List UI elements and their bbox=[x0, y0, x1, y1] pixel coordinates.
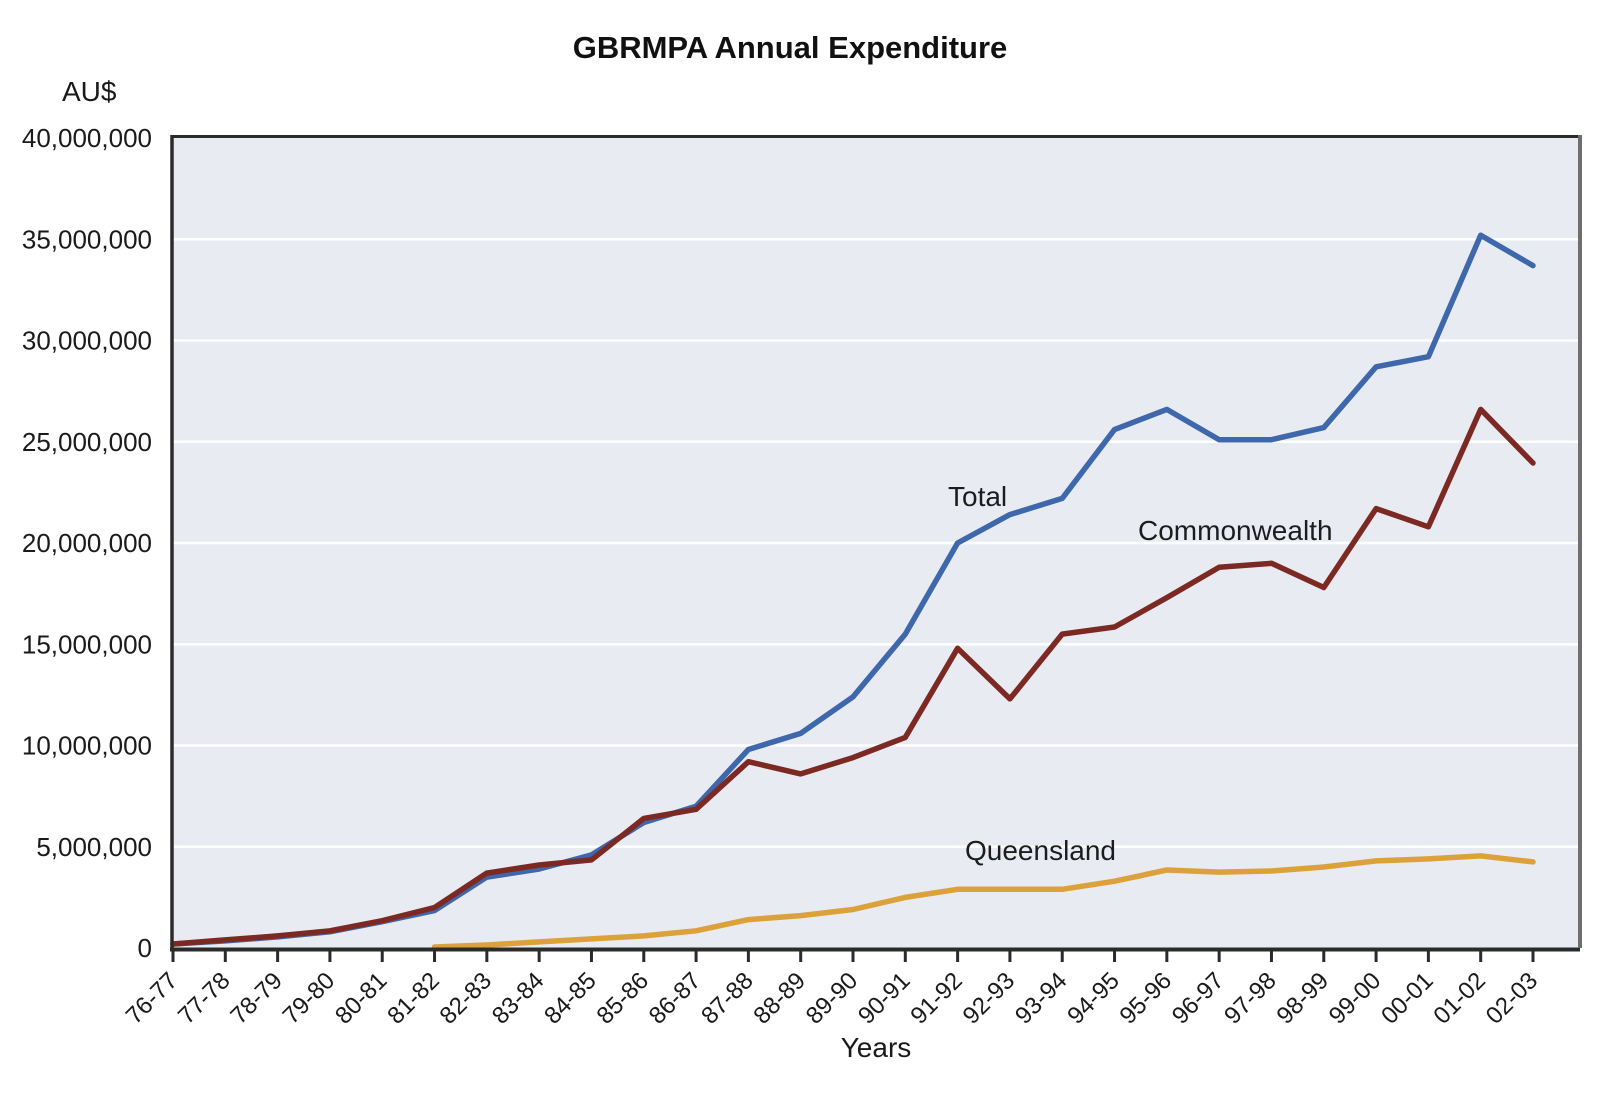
x-axis-tick-label: 88-89 bbox=[748, 967, 811, 1030]
series-label-commonwealth: Commonwealth bbox=[1138, 515, 1333, 546]
y-axis-tick-label: 40,000,000 bbox=[22, 123, 152, 153]
x-axis-tick-label: 92-93 bbox=[958, 967, 1021, 1030]
chart-title: GBRMPA Annual Expenditure bbox=[572, 30, 1008, 65]
y-axis-tick-label: 35,000,000 bbox=[22, 224, 152, 254]
x-axis-tick-label: 77-78 bbox=[173, 967, 236, 1030]
x-axis-tick-label: 94-95 bbox=[1062, 967, 1125, 1030]
x-axis-tick-label: 90-91 bbox=[853, 967, 916, 1030]
x-axis-tick-label: 93-94 bbox=[1010, 967, 1073, 1030]
x-axis-tick-label: 78-79 bbox=[225, 967, 288, 1030]
x-axis-tick-label: 86-87 bbox=[644, 967, 707, 1030]
y-axis-unit-label: AU$ bbox=[62, 76, 117, 107]
x-axis-tick-label: 84-85 bbox=[539, 967, 602, 1030]
x-axis-tick-label: 87-88 bbox=[696, 967, 759, 1030]
x-axis-tick-label: 97-98 bbox=[1219, 967, 1282, 1030]
x-axis-tick-label: 82-83 bbox=[435, 967, 498, 1030]
series-label-total: Total bbox=[948, 481, 1007, 512]
x-axis-tick-label: 01-02 bbox=[1428, 967, 1491, 1030]
x-axis-tick-label: 83-84 bbox=[487, 967, 550, 1030]
x-axis-title: Years bbox=[840, 1032, 912, 1063]
x-axis-tick-label: 76-77 bbox=[121, 967, 184, 1030]
y-axis-tick-label: 20,000,000 bbox=[22, 528, 152, 558]
series-label-queensland: Queensland bbox=[965, 835, 1116, 866]
x-axis-tick-label: 85-86 bbox=[592, 967, 655, 1030]
x-axis-tick-label: 02-03 bbox=[1481, 967, 1544, 1030]
x-axis-tick-label: 98-99 bbox=[1272, 967, 1335, 1030]
x-axis-tick-label: 89-90 bbox=[801, 967, 864, 1030]
y-axis-tick-label: 25,000,000 bbox=[22, 427, 152, 457]
x-axis-tick-label: 99-00 bbox=[1324, 967, 1387, 1030]
y-axis-tick-label: 10,000,000 bbox=[22, 731, 152, 761]
y-axis-tick-label: 0 bbox=[138, 933, 152, 963]
x-axis-tick-label: 96-97 bbox=[1167, 967, 1230, 1030]
y-axis-tick-label: 30,000,000 bbox=[22, 326, 152, 356]
x-axis-tick-label: 00-01 bbox=[1376, 967, 1439, 1030]
x-axis-tick-label: 80-81 bbox=[330, 967, 393, 1030]
x-axis-tick-label: 79-80 bbox=[278, 967, 341, 1030]
x-axis-tick-label: 91-92 bbox=[905, 967, 968, 1030]
series-line-commonwealth bbox=[170, 406, 1536, 947]
x-axis-tick-label: 81-82 bbox=[382, 967, 445, 1030]
y-axis-tick-label: 5,000,000 bbox=[36, 832, 152, 862]
x-axis-tick-label: 95-96 bbox=[1115, 967, 1178, 1030]
y-axis-tick-label: 15,000,000 bbox=[22, 629, 152, 659]
series-line-queensland bbox=[431, 853, 1536, 950]
